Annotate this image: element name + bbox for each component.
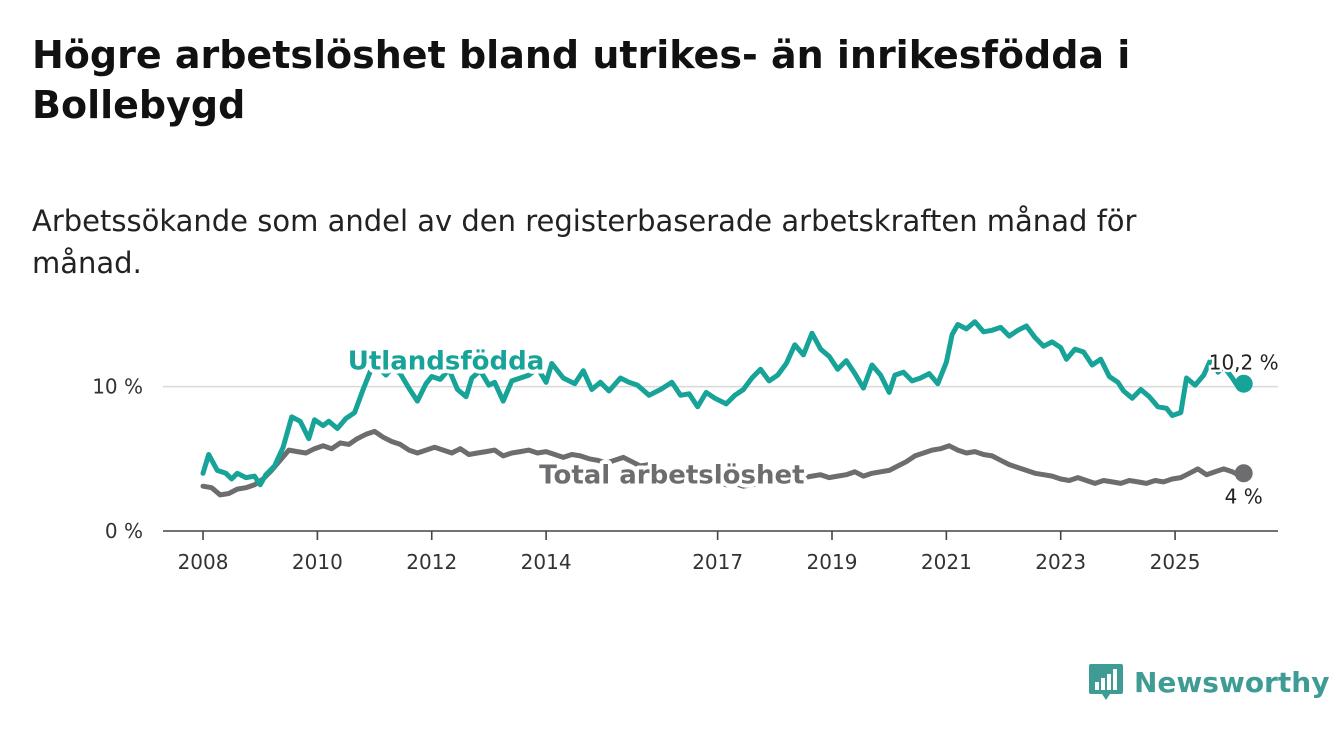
end-label-utlandsfodda: 10,2 % (1209, 351, 1279, 375)
x-tick-label: 2023 (1035, 550, 1086, 574)
series-line-total (200, 428, 1247, 498)
x-tick-label: 2012 (406, 550, 457, 574)
x-tick-label: 2008 (178, 550, 229, 574)
series-label-total: Total arbetslöshet (539, 461, 804, 491)
brand-name: Newsworthy (1134, 665, 1330, 699)
y-tick-label: 0 % (105, 519, 143, 543)
x-axis: 2008 2010 2012 2014 2017 2019 2021 2023 2025 (178, 531, 1201, 574)
y-axis: 0 % 10 % (92, 375, 143, 543)
series-lines (200, 319, 1247, 498)
x-tick-label: 2019 (807, 550, 858, 574)
chart-subtitle: Arbetssökande som andel av den registerb… (32, 204, 1137, 280)
newsworthy-logo-icon (1089, 664, 1123, 700)
brand-logo: Newsworthy (1088, 660, 1329, 704)
x-tick-label: 2025 (1150, 550, 1201, 574)
x-tick-label: 2021 (921, 550, 972, 574)
end-label-total: 4 % (1225, 484, 1263, 508)
series-label-utlandsfodda: Utlandsfödda (348, 347, 545, 377)
chart-title: Högre arbetslöshet bland utrikes- än inr… (32, 33, 1131, 127)
series-labels: Utlandsfödda 10,2 % Total arbetslöshet 4 % (344, 343, 1281, 511)
end-point-utlandsfodda (1234, 374, 1253, 393)
x-tick-label: 2017 (692, 550, 743, 574)
y-tick-label: 10 % (92, 375, 143, 399)
series-line-utlandsfodda (200, 319, 1247, 488)
x-tick-label: 2014 (521, 550, 572, 574)
x-tick-label: 2010 (292, 550, 343, 574)
end-point-total (1234, 464, 1253, 483)
